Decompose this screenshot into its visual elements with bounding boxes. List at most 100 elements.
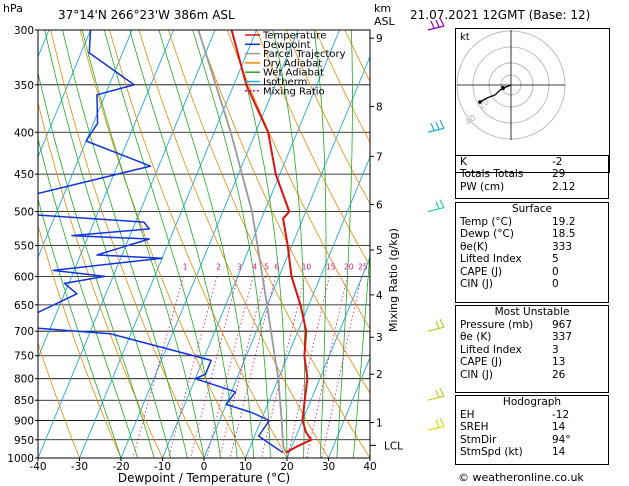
- hodograph-plot: kt 20 40: [455, 28, 610, 173]
- hodo-row: EH -12: [460, 409, 570, 421]
- hodo-row: StmDir 94°: [460, 433, 571, 446]
- surface-row: Dewp (°C) 18.5: [460, 228, 576, 241]
- surface-title: Surface: [511, 203, 552, 215]
- mixing-ratio-label: 15: [326, 262, 336, 271]
- index-row: K -2: [460, 156, 563, 168]
- isotherm: [120, 30, 299, 458]
- mu-row: Lifted Index 3: [460, 343, 559, 356]
- wind-barb: [427, 119, 445, 133]
- pressure-tick-label: 700: [14, 326, 34, 338]
- wet-adiabat: [81, 30, 205, 458]
- wet-adiabat: [62, 30, 188, 458]
- dewpoint-line: [38, 30, 284, 454]
- isotherm: [328, 356, 370, 458]
- legend-label: Isotherm: [263, 77, 307, 88]
- temp-tick-label: -30: [71, 461, 88, 473]
- dry-adiabat: [38, 342, 80, 458]
- wet-adiabat: [38, 71, 155, 458]
- temp-tick-label: -40: [29, 461, 46, 473]
- pressure-tick-label: 400: [14, 127, 34, 139]
- pressure-tick-label: 650: [14, 300, 34, 312]
- y-axis-label-right: Mixing Ratio (g/kg): [387, 228, 400, 332]
- km-tick-label: 3: [376, 332, 383, 344]
- surface-row: Lifted Index 5: [460, 253, 559, 266]
- most-unstable-box: Most Unstable Pressure (mb) 967 θe (K) 337…: [455, 305, 609, 393]
- mu-row: CAPE (J) 13: [460, 356, 566, 369]
- isotherm: [38, 30, 91, 159]
- isotherm: [162, 30, 340, 458]
- km-tick-label: 8: [376, 101, 383, 113]
- pressure-tick-label: 1000: [7, 453, 34, 465]
- isotherm: [286, 256, 370, 458]
- mixing-ratio-label: 1: [183, 262, 188, 271]
- wind-barb: [427, 318, 445, 332]
- pressure-tick-label: 900: [14, 416, 34, 428]
- legend-label: Dry Adiabat: [263, 58, 322, 69]
- pressure-tick-label: 450: [14, 169, 34, 181]
- km-tick-label: 9: [376, 33, 383, 45]
- km-label: km: [374, 2, 392, 15]
- location-title: 37°14'N 266°23'W 386m ASL: [58, 8, 235, 22]
- mixing-ratio-label: 2: [216, 262, 221, 271]
- temp-tick-label: -10: [154, 461, 171, 473]
- hpa-label: hPa: [3, 2, 23, 15]
- surface-row: Temp (°C) 19.2: [460, 216, 576, 228]
- isotherm: [245, 155, 370, 458]
- wet-adiabat: [192, 30, 271, 458]
- mu-row: CIN (J) 26: [460, 368, 566, 381]
- dry-adiabat: [610, 30, 629, 458]
- km-tick-label: 6: [376, 199, 383, 211]
- wet-adiabat: [313, 30, 327, 458]
- temp-tick-label: 10: [239, 461, 252, 473]
- km-tick-label: 2: [376, 369, 383, 381]
- copyright-link[interactable]: © weatheronline.co.uk: [458, 471, 584, 484]
- wet-adiabat: [158, 30, 255, 458]
- dry-adiabat: [256, 30, 370, 267]
- mixing-ratio-label: 20: [344, 262, 354, 271]
- legend-label: Dewpoint: [263, 40, 311, 51]
- mixing-ratio-line: [190, 276, 239, 458]
- mixing-ratio-label: 4: [252, 262, 257, 271]
- mixing-ratio-label: 5: [264, 262, 269, 271]
- legend-label: Temperature: [262, 31, 326, 42]
- temp-tick-label: 30: [322, 461, 335, 473]
- pressure-tick-label: 950: [14, 435, 34, 447]
- wind-barb: [427, 387, 445, 401]
- datetime-title: 21.07.2021 12GMT (Base: 12): [410, 8, 591, 22]
- dry-adiabat: [38, 224, 122, 458]
- pressure-tick-label: 300: [14, 25, 34, 37]
- pressure-tick-label: 550: [14, 240, 34, 252]
- km-tick-label: 4: [376, 290, 383, 302]
- pressure-tick-label: 600: [14, 271, 34, 283]
- km-tick-label: 1: [376, 418, 383, 430]
- mixing-ratio-line: [321, 276, 362, 458]
- isotherm: [0, 30, 8, 458]
- pressure-tick-label: 750: [14, 351, 34, 363]
- wet-adiabat: [38, 197, 122, 458]
- mixing-ratio-label: 25: [358, 262, 368, 271]
- hodo-trace: [479, 84, 512, 103]
- pressure-tick-label: 800: [14, 374, 34, 386]
- x-axis-label: Dewpoint / Temperature (°C): [118, 471, 290, 485]
- temp-tick-label: 20: [280, 461, 293, 473]
- indices-box: K -2 Totals Totals 29 PW (cm) 2.12: [455, 155, 609, 199]
- hodo-row: SREH 14: [460, 421, 566, 434]
- asl-label: ASL: [374, 15, 395, 28]
- surface-row: θe(K) 333: [460, 240, 573, 253]
- legend-label: Parcel Trajectory: [263, 49, 346, 60]
- mixing-ratio-label: 10: [302, 262, 312, 271]
- hodograph-title: Hodograph: [502, 396, 562, 408]
- km-tick-label: 7: [376, 151, 383, 163]
- legend-label: Mixing Ratio: [263, 86, 325, 97]
- temp-tick-label: 0: [201, 461, 208, 473]
- wet-adiabat: [104, 30, 221, 458]
- mixing-ratio-line: [206, 276, 254, 458]
- wet-adiabat: [230, 30, 288, 458]
- mixing-ratio-label: 3: [237, 262, 242, 271]
- temperature-line: [230, 30, 313, 454]
- dry-adiabat: [285, 30, 370, 205]
- wet-adiabat: [336, 30, 353, 458]
- hodograph-box: Hodograph EH -12 SREH 14 StmDir 94° StmSpd …: [455, 395, 609, 465]
- isotherm: [38, 30, 174, 359]
